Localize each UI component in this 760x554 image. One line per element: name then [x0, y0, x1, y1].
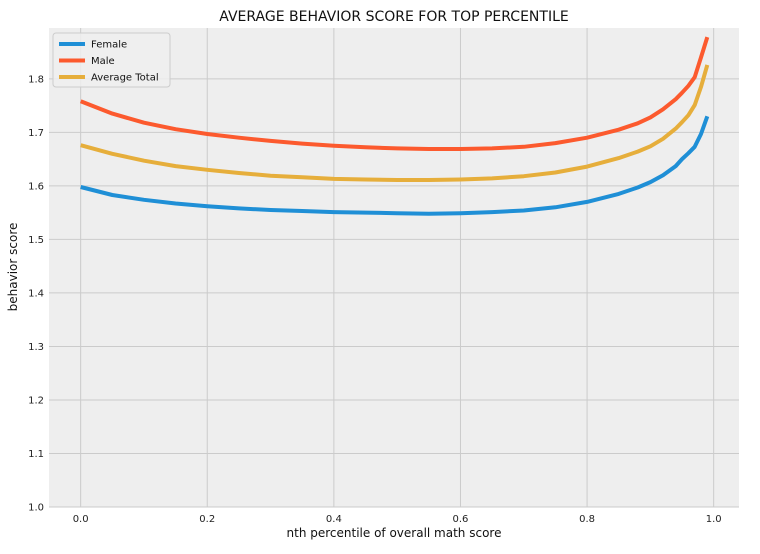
plot-area	[49, 28, 739, 507]
y-axis-label: behavior score	[6, 223, 20, 312]
y-tick-label: 1.2	[28, 395, 44, 406]
legend-box	[52, 32, 171, 88]
y-tick-label: 1.7	[28, 128, 44, 139]
x-tick-label: 0.6	[453, 514, 469, 525]
gridlines	[49, 28, 739, 508]
series-line-male	[79, 36, 710, 151]
y-tick-label: 1.3	[28, 342, 44, 353]
legend-label-female: Female	[91, 40, 127, 51]
x-tick-label: 0.2	[199, 514, 215, 525]
x-tick-label: 0.4	[326, 514, 342, 525]
x-axis-label: nth percentile of overall math score	[287, 526, 502, 540]
y-tick-label: 1.6	[28, 181, 44, 192]
series-lines	[79, 36, 710, 216]
y-tick-label: 1.1	[28, 449, 44, 460]
legend: Female Male Average Total	[52, 32, 171, 88]
legend-label-male: Male	[91, 56, 115, 67]
x-tick-label: 0.0	[73, 514, 89, 525]
x-tick-label: 0.8	[579, 514, 595, 525]
tick-labels: 0.0 0.2 0.4 0.6 0.8 1.0 1.0 1.1 1.2 1.3 1.4 1.5 1.6 1…	[28, 74, 722, 525]
x-tick-label: 1.0	[706, 514, 722, 525]
y-tick-label: 1.4	[28, 288, 44, 299]
y-tick-label: 1.8	[28, 74, 44, 85]
series-line-average-total	[80, 64, 710, 182]
y-tick-label: 1.0	[28, 503, 44, 514]
chart-title: AVERAGE BEHAVIOR SCORE FOR TOP PERCENTIL…	[219, 9, 568, 25]
y-tick-label: 1.5	[28, 235, 44, 246]
series-line-female	[80, 115, 710, 216]
legend-label-average-total: Average Total	[91, 73, 159, 84]
